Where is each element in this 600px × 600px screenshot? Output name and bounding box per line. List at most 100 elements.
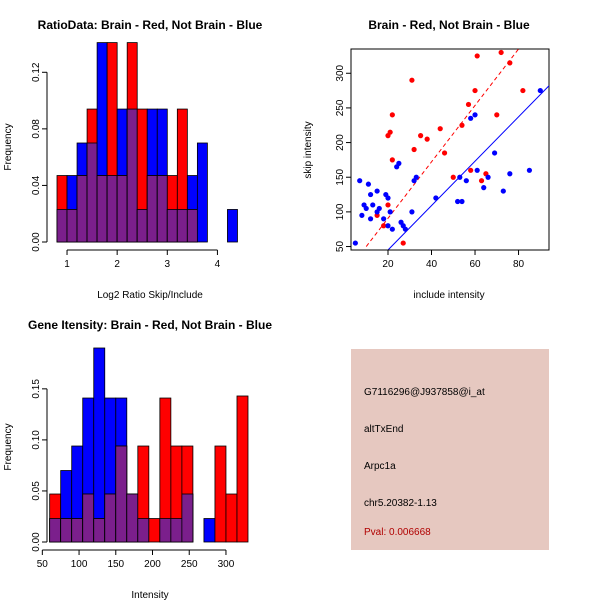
point-brain — [418, 133, 424, 139]
point-brain — [409, 77, 415, 83]
point-brain — [474, 53, 480, 59]
intensity-scatter-x-tick-label: 20 — [382, 259, 394, 270]
intensity-scatter-y-tick-label: 250 — [335, 99, 346, 116]
point-not-brain — [459, 198, 465, 205]
point-not-brain — [474, 167, 480, 173]
point-not-brain — [352, 240, 358, 246]
intensity-histogram-y-tick-label: 0.10 — [31, 430, 42, 450]
p-value: Pval: 0.006668 — [364, 527, 431, 538]
point-not-brain — [389, 226, 395, 232]
point-not-brain — [507, 171, 513, 177]
ratio-histogram-xlabel: Log2 Ratio Skip/Include — [97, 290, 203, 301]
intensity-scatter-x-tick-label: 40 — [426, 259, 438, 270]
intensity-scatter-y-tick-label: 150 — [335, 168, 346, 185]
point-not-brain — [387, 209, 393, 215]
point-not-brain — [433, 195, 439, 201]
ratio-histogram-x-tick-label: 1 — [64, 259, 70, 270]
point-not-brain — [402, 226, 408, 232]
intensity-scatter-y-tick-label: 100 — [335, 203, 346, 220]
intensity-histogram-ylabel: Frequency — [3, 423, 14, 470]
ratio-histogram-y-tick-label: 0.08 — [31, 119, 42, 139]
intensity-scatter-title: Brain - Red, Not Brain - Blue — [368, 18, 530, 32]
point-not-brain — [500, 188, 506, 194]
ratio-histogram-bar-overlap — [156, 175, 168, 243]
point-not-brain — [363, 205, 369, 212]
intensity-histogram-bar-overlap — [104, 493, 117, 543]
intensity-histogram-x-tick-label: 250 — [181, 559, 198, 570]
ratio-histogram-bars — [56, 42, 238, 243]
intensity-scatter-y-tick-label: 300 — [335, 64, 346, 81]
point-brain — [389, 112, 395, 118]
ratio-histogram-bar-overlap — [66, 209, 78, 243]
ratio-histogram-y-tick-label: 0.12 — [31, 62, 42, 82]
point-brain — [441, 150, 448, 156]
intensity-histogram-bar-overlap — [115, 445, 128, 543]
ratio-histogram-x-tick-label: 2 — [114, 259, 120, 270]
point-not-brain — [455, 198, 461, 205]
gene-symbol: Arpc1a — [364, 461, 396, 472]
point-not-brain — [481, 185, 487, 191]
point-not-brain — [359, 212, 365, 218]
point-not-brain — [463, 178, 469, 184]
ratio-histogram-bar-overlap — [166, 209, 178, 243]
ratio-histogram-ylabel: Frequency — [3, 123, 14, 170]
ratio-histogram-bar-not-brain — [227, 209, 238, 243]
intensity-scatter-ylabel: skip intensity — [303, 121, 314, 178]
point-brain — [472, 87, 478, 94]
point-not-brain — [457, 174, 463, 180]
point-brain — [385, 202, 391, 208]
ratio-histogram-x-tick-label: 3 — [165, 259, 171, 270]
point-not-brain — [409, 209, 415, 215]
intensity-histogram-x-tick-label: 300 — [218, 559, 235, 570]
point-not-brain — [396, 160, 402, 166]
intensity-histogram-bar-overlap — [93, 518, 106, 543]
intensity-histogram-bar-overlap — [60, 518, 73, 543]
ratio-histogram-x-axis: 1 2 3 4 — [64, 249, 221, 270]
intensity-histogram-bar-overlap — [126, 493, 139, 543]
ratio-histogram-bar-overlap — [116, 175, 128, 243]
point-brain — [459, 122, 465, 128]
point-brain — [381, 223, 387, 229]
point-brain — [387, 129, 393, 135]
ratio-histogram-title: RatioData: Brain - Red, Not Brain - Blue — [38, 18, 263, 32]
point-brain — [478, 178, 485, 184]
point-not-brain — [374, 188, 380, 194]
ratio-histogram-bar-not-brain — [196, 142, 208, 243]
intensity-scatter-y-tick-label: 50 — [335, 241, 346, 253]
intensity-scatter-fit-lines — [365, 48, 550, 251]
point-not-brain — [367, 216, 374, 222]
point-brain — [400, 240, 406, 246]
intensity-histogram-bar-overlap — [137, 518, 150, 543]
ratio-histogram: RatioData: Brain - Red, Not Brain - Blue… — [3, 18, 263, 301]
point-not-brain — [376, 205, 382, 212]
intensity-scatter-y-tick-label: 200 — [335, 134, 346, 151]
point-brain — [424, 136, 430, 142]
intensity-histogram: Gene Itensity: Brain - Red, Not Brain - … — [3, 318, 272, 600]
point-not-brain — [381, 216, 387, 222]
intensity-scatter-x-axis: 20 40 60 80 — [382, 249, 525, 270]
point-not-brain — [492, 150, 498, 156]
intensity-scatter-x-tick-label: 60 — [469, 259, 481, 270]
probe-info-panel: G7116296@J937858@i_at altTxEnd Arpc1a ch… — [351, 349, 549, 550]
point-brain — [468, 167, 474, 173]
intensity-histogram-bar-overlap — [159, 518, 172, 543]
ratio-histogram-y-tick-label: 0.00 — [31, 232, 42, 252]
point-not-brain — [385, 195, 391, 201]
point-not-brain — [367, 191, 374, 198]
intensity-histogram-bar-overlap — [71, 518, 84, 543]
point-brain — [389, 157, 395, 163]
intensity-scatter-x-tick-label: 80 — [513, 259, 525, 270]
intensity-histogram-bar-not-brain — [93, 347, 106, 543]
intensity-histogram-bar-overlap — [49, 518, 62, 543]
ratio-histogram-bar-overlap — [76, 175, 88, 243]
point-brain — [411, 146, 417, 153]
point-brain — [494, 112, 500, 118]
ratio-histogram-bar-overlap — [146, 175, 158, 243]
intensity-histogram-title: Gene Itensity: Brain - Red, Not Brain - … — [28, 318, 272, 332]
intensity-histogram-bar-overlap — [181, 493, 194, 543]
intensity-scatter-y-axis: 50 100 150 200 250 300 — [335, 64, 351, 252]
point-not-brain — [413, 174, 419, 180]
intensity-histogram-y-axis: 0.00 0.05 0.10 0.15 — [31, 379, 48, 552]
intensity-histogram-bar-brain — [225, 493, 238, 543]
intensity-histogram-x-axis: 50 100 150 200 250 300 — [37, 549, 235, 570]
